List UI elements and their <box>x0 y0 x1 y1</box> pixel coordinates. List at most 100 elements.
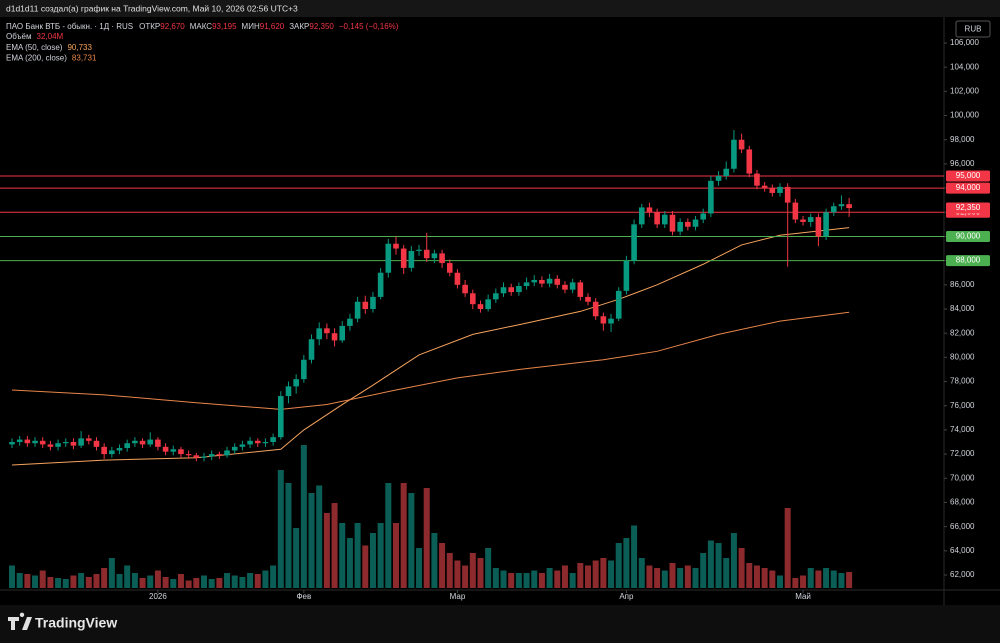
volume-bar <box>577 563 584 588</box>
volume-bar <box>400 483 407 588</box>
volume-bar <box>316 485 323 588</box>
candle-body <box>577 282 584 297</box>
y-tick-label: 96,000 <box>950 159 975 168</box>
volume-bar <box>101 568 108 588</box>
brand: TradingView <box>35 615 117 631</box>
ema-line <box>11 311 850 410</box>
candle-body <box>393 243 399 249</box>
candle-body <box>546 278 553 284</box>
volume-bar <box>55 578 62 588</box>
legend-name: EMA (50, close) <box>6 43 63 52</box>
header-bar <box>0 0 1000 17</box>
y-tick-label: 68,000 <box>950 498 975 507</box>
volume-bar <box>331 503 338 588</box>
y-tick-label: 74,000 <box>950 425 975 434</box>
volume-bar <box>208 579 215 588</box>
volume-bar <box>62 579 69 588</box>
y-tick-label: 82,000 <box>950 328 975 337</box>
y-tick-label: 78,000 <box>950 377 975 386</box>
volume-bar <box>654 568 661 588</box>
volume-bar <box>423 488 430 588</box>
volume-bar <box>32 575 39 588</box>
ema-line <box>11 227 850 466</box>
volume-bar <box>585 565 591 588</box>
candle-body <box>124 443 130 449</box>
legend-name: EMA (200, close) <box>6 54 67 63</box>
candle-body <box>777 186 783 193</box>
volume-bar <box>85 577 92 588</box>
caption: d1d1d11 создал(а) график на TradingView.… <box>6 3 298 13</box>
footer-bar <box>0 605 1000 643</box>
candle-body <box>500 287 507 294</box>
volume-bar <box>769 570 776 588</box>
volume-bar <box>201 575 207 588</box>
y-tick-label: 66,000 <box>950 522 975 531</box>
volume-bar <box>600 558 607 588</box>
candle-body <box>370 296 376 310</box>
candle-body <box>47 444 54 447</box>
volume-bar <box>24 574 31 588</box>
volume-bar <box>154 570 161 588</box>
volume-bar <box>139 578 146 588</box>
price-tag <box>946 255 990 267</box>
currency-button[interactable] <box>955 20 991 38</box>
candle-body <box>439 253 445 264</box>
candle-body <box>254 440 261 444</box>
volume-bar <box>500 570 507 588</box>
volume-bar <box>830 570 837 588</box>
volume-bar <box>231 575 238 588</box>
candle-body <box>454 272 461 285</box>
volume-bar <box>784 508 791 588</box>
x-tick-label: Апр <box>619 592 634 601</box>
volume-bar <box>723 558 730 588</box>
y-tick-label: 102,000 <box>950 86 979 95</box>
volume-bar <box>369 533 376 588</box>
volume-bar <box>78 573 85 588</box>
ohlc-value: 91,620 <box>260 22 285 31</box>
candle-body <box>93 440 100 447</box>
candle-body <box>109 450 115 455</box>
y-tick-label: 62,000 <box>950 570 975 579</box>
candle-body <box>162 446 169 452</box>
volume-bar <box>515 573 522 588</box>
candle-body <box>792 202 799 220</box>
candle-body <box>178 449 184 455</box>
volume-bar <box>638 558 645 588</box>
candle-body <box>539 279 545 284</box>
candle-body <box>477 304 484 310</box>
candle-body <box>761 185 768 189</box>
volume-bar <box>738 548 745 588</box>
candle-body <box>347 318 353 326</box>
candle-body <box>600 316 607 324</box>
candle-body <box>638 207 645 225</box>
volume-bar <box>477 558 484 588</box>
volume-bar <box>753 565 760 588</box>
candle-body <box>608 318 614 324</box>
candle-body <box>646 207 653 213</box>
volume-value: 32,04M <box>37 32 64 41</box>
volume-bar <box>308 493 315 588</box>
candle-body <box>585 296 591 302</box>
volume-bar <box>823 568 830 588</box>
ohlc-value: 93,195 <box>212 22 237 31</box>
candle-body <box>62 442 69 444</box>
volume-bar <box>300 445 307 588</box>
candle-body <box>78 438 84 446</box>
volume-bar <box>177 574 184 588</box>
volume-bar <box>592 560 599 588</box>
volume-bar <box>393 523 399 588</box>
candle-body <box>362 301 369 310</box>
candle-body <box>116 448 123 451</box>
candle-body <box>170 449 177 452</box>
candle-body <box>677 221 683 232</box>
currency[interactable]: RUB <box>965 25 982 34</box>
volume-bar <box>815 570 822 588</box>
volume-bar <box>569 573 576 588</box>
volume-bar <box>431 533 438 588</box>
volume-bar <box>354 523 361 588</box>
volume-bar <box>462 565 469 588</box>
candle-body <box>754 173 760 186</box>
volume-bar <box>508 573 515 588</box>
candle-body <box>231 446 238 451</box>
